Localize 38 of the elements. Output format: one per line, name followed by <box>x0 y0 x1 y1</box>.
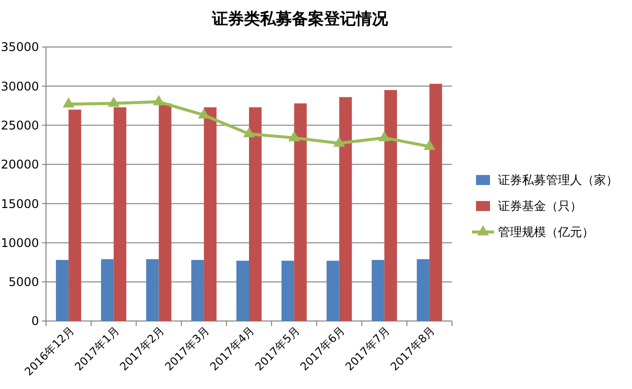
y-tick-label: 0 <box>31 314 39 328</box>
point <box>424 140 436 150</box>
legend-label: 证券私募管理人（家） <box>498 173 618 188</box>
bar <box>56 260 69 321</box>
point <box>108 96 120 107</box>
point <box>243 127 255 138</box>
bar <box>339 97 352 321</box>
bar <box>114 107 126 321</box>
point <box>62 97 74 108</box>
y-tick-label: 10000 <box>0 236 39 250</box>
bar <box>294 103 307 321</box>
bar <box>158 103 172 321</box>
bar <box>101 259 114 321</box>
y-tick-label: 20000 <box>0 158 39 172</box>
bar <box>204 107 217 321</box>
y-tick-label: 30000 <box>0 79 39 94</box>
legend-label: 管理规模（亿元） <box>498 225 594 240</box>
point <box>288 131 300 142</box>
bar <box>68 110 82 321</box>
point <box>333 136 346 147</box>
y-tick-label: 35000 <box>0 40 39 54</box>
bar <box>236 260 249 321</box>
bar <box>249 107 262 321</box>
y-tick-label: 25000 <box>0 118 39 132</box>
bar <box>416 259 430 321</box>
y-tick-label: 5000 <box>8 275 39 290</box>
bar <box>429 84 442 321</box>
point <box>378 131 390 142</box>
bar <box>372 260 384 321</box>
chart-title: 证券类私募备案登记情况 <box>211 9 389 28</box>
bar <box>281 260 294 321</box>
bar <box>326 260 340 321</box>
bar <box>146 259 159 321</box>
y-tick-label: 15000 <box>0 196 39 211</box>
legend-label: 证券基金（只） <box>498 199 582 214</box>
point <box>152 95 165 106</box>
bar <box>191 260 204 321</box>
bar <box>384 90 397 321</box>
